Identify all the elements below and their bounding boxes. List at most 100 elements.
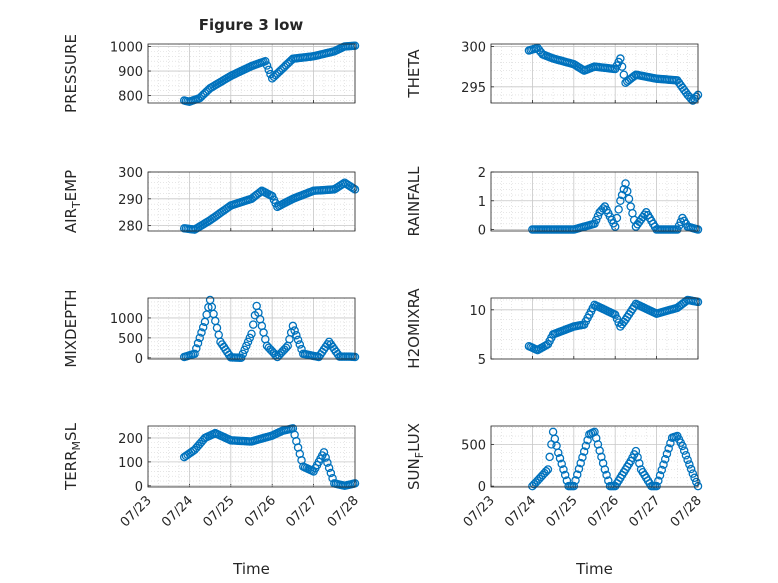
data-point [541, 467, 551, 476]
y-tick-label: 0 [135, 352, 143, 367]
data-point [571, 476, 580, 485]
subplot-rainfall: 0 1 2 RAINFALL [405, 166, 703, 239]
data-point [292, 330, 301, 340]
y-tick-label: 280 [118, 220, 143, 235]
data-point [560, 470, 570, 480]
data-point [686, 464, 696, 474]
data-point [581, 441, 591, 451]
data-point [617, 62, 627, 71]
axes-box [490, 171, 699, 232]
data-point [624, 194, 634, 204]
data-point [602, 470, 611, 480]
data-point [245, 333, 255, 343]
data-point [612, 314, 622, 323]
data-point [673, 225, 682, 234]
y-tick-label: 1000 [110, 312, 143, 327]
data-point [281, 343, 291, 352]
data-point [688, 469, 698, 478]
y-tick-label: 0 [478, 224, 486, 239]
y-tick-label: 500 [461, 438, 486, 453]
data-point [578, 453, 587, 462]
y-tick-label: 800 [118, 90, 143, 105]
y-axis-label: PRESSURE [62, 34, 80, 113]
data-point [576, 458, 585, 468]
y-tick-label: 2 [478, 166, 486, 181]
data-point [261, 56, 270, 66]
y-tick-label: 1 [478, 195, 486, 210]
data-point [579, 447, 589, 456]
data-point [678, 441, 687, 451]
data-point [686, 94, 696, 103]
axes-box [147, 425, 356, 488]
y-tick-label: 0 [478, 480, 486, 495]
x-tick-label: 07/27 [626, 493, 663, 530]
data-point [619, 70, 629, 79]
data-point [559, 465, 568, 474]
x-tick-label: 07/23 [461, 493, 498, 530]
data-point [623, 186, 632, 196]
data-point [614, 205, 623, 214]
x-tick-label: 07/24 [502, 493, 539, 530]
data-point [591, 215, 601, 225]
data-point [236, 353, 246, 363]
data-point [676, 217, 686, 227]
subplot-mixdepth: 0 500 1000 MIXDEPTH [62, 289, 360, 368]
data-point [293, 335, 303, 345]
data-point [195, 333, 204, 343]
y-axis-label: SUNFLUX [405, 423, 426, 490]
subplot-pressure: 800 900 1000 PRESSURE [62, 34, 360, 113]
data-point [631, 446, 641, 456]
axes-background [491, 44, 698, 103]
y-tick-label: 900 [118, 65, 143, 80]
data-point [685, 460, 694, 469]
data-point [193, 338, 203, 348]
axes-box [147, 297, 356, 360]
y-tick-label: 100 [118, 456, 143, 471]
figure-title: Figure 3 low [199, 16, 304, 34]
data-point [681, 450, 691, 460]
data-point [612, 213, 622, 223]
y-tick-label: 1000 [110, 40, 143, 55]
x-tick-label: 07/27 [283, 493, 320, 530]
data-point [197, 328, 206, 337]
data-point [583, 435, 592, 445]
data-point [264, 65, 273, 75]
data-point [198, 322, 208, 332]
data-point [192, 344, 201, 353]
y-tick-label: 10 [469, 304, 486, 319]
subplot-sunflux: 0 500 SUNFLUX 07/23 07/24 07/25 07/26 07/27 07/2… [405, 423, 705, 578]
data-point [321, 453, 330, 462]
x-tick-label: 07/28 [668, 493, 705, 530]
subplot-h2omixra: 5 10 H2OMIXRA [405, 288, 703, 369]
data-point [633, 452, 642, 462]
data-point [660, 454, 670, 464]
data-point [652, 481, 661, 491]
data-point [692, 92, 701, 102]
axes-box [490, 297, 699, 360]
data-point [190, 349, 199, 359]
data-point [326, 468, 336, 478]
y-tick-label: 300 [118, 166, 143, 181]
data-point [290, 326, 299, 335]
x-tick-label: 07/25 [544, 493, 581, 530]
x-tick-label: 07/25 [201, 493, 238, 530]
subplot-airtemp: 280 290 300 AIRTEMP [62, 166, 360, 235]
y-axis-label: AIRTEMP [62, 170, 83, 233]
y-axis-label: H2OMIXRA [405, 288, 423, 369]
data-point [657, 465, 667, 475]
x-tick-label: 07/24 [159, 493, 196, 530]
data-point [621, 179, 630, 188]
data-point [248, 320, 258, 329]
y-axis-label: MIXDEPTH [62, 289, 80, 367]
data-point [242, 341, 251, 351]
x-tick-label: 07/26 [242, 493, 279, 530]
y-tick-label: 200 [118, 432, 143, 447]
data-point [319, 448, 329, 457]
data-point [610, 222, 620, 231]
subplot-terrmsl: 0 100 200 TERRMSL 07/23 07/24 07/25 07/26 07/27 0… [62, 422, 362, 578]
data-point [679, 446, 689, 455]
y-tick-label: 500 [118, 332, 143, 347]
data-point [323, 458, 332, 467]
data-point [590, 219, 599, 229]
data-point [324, 463, 334, 473]
